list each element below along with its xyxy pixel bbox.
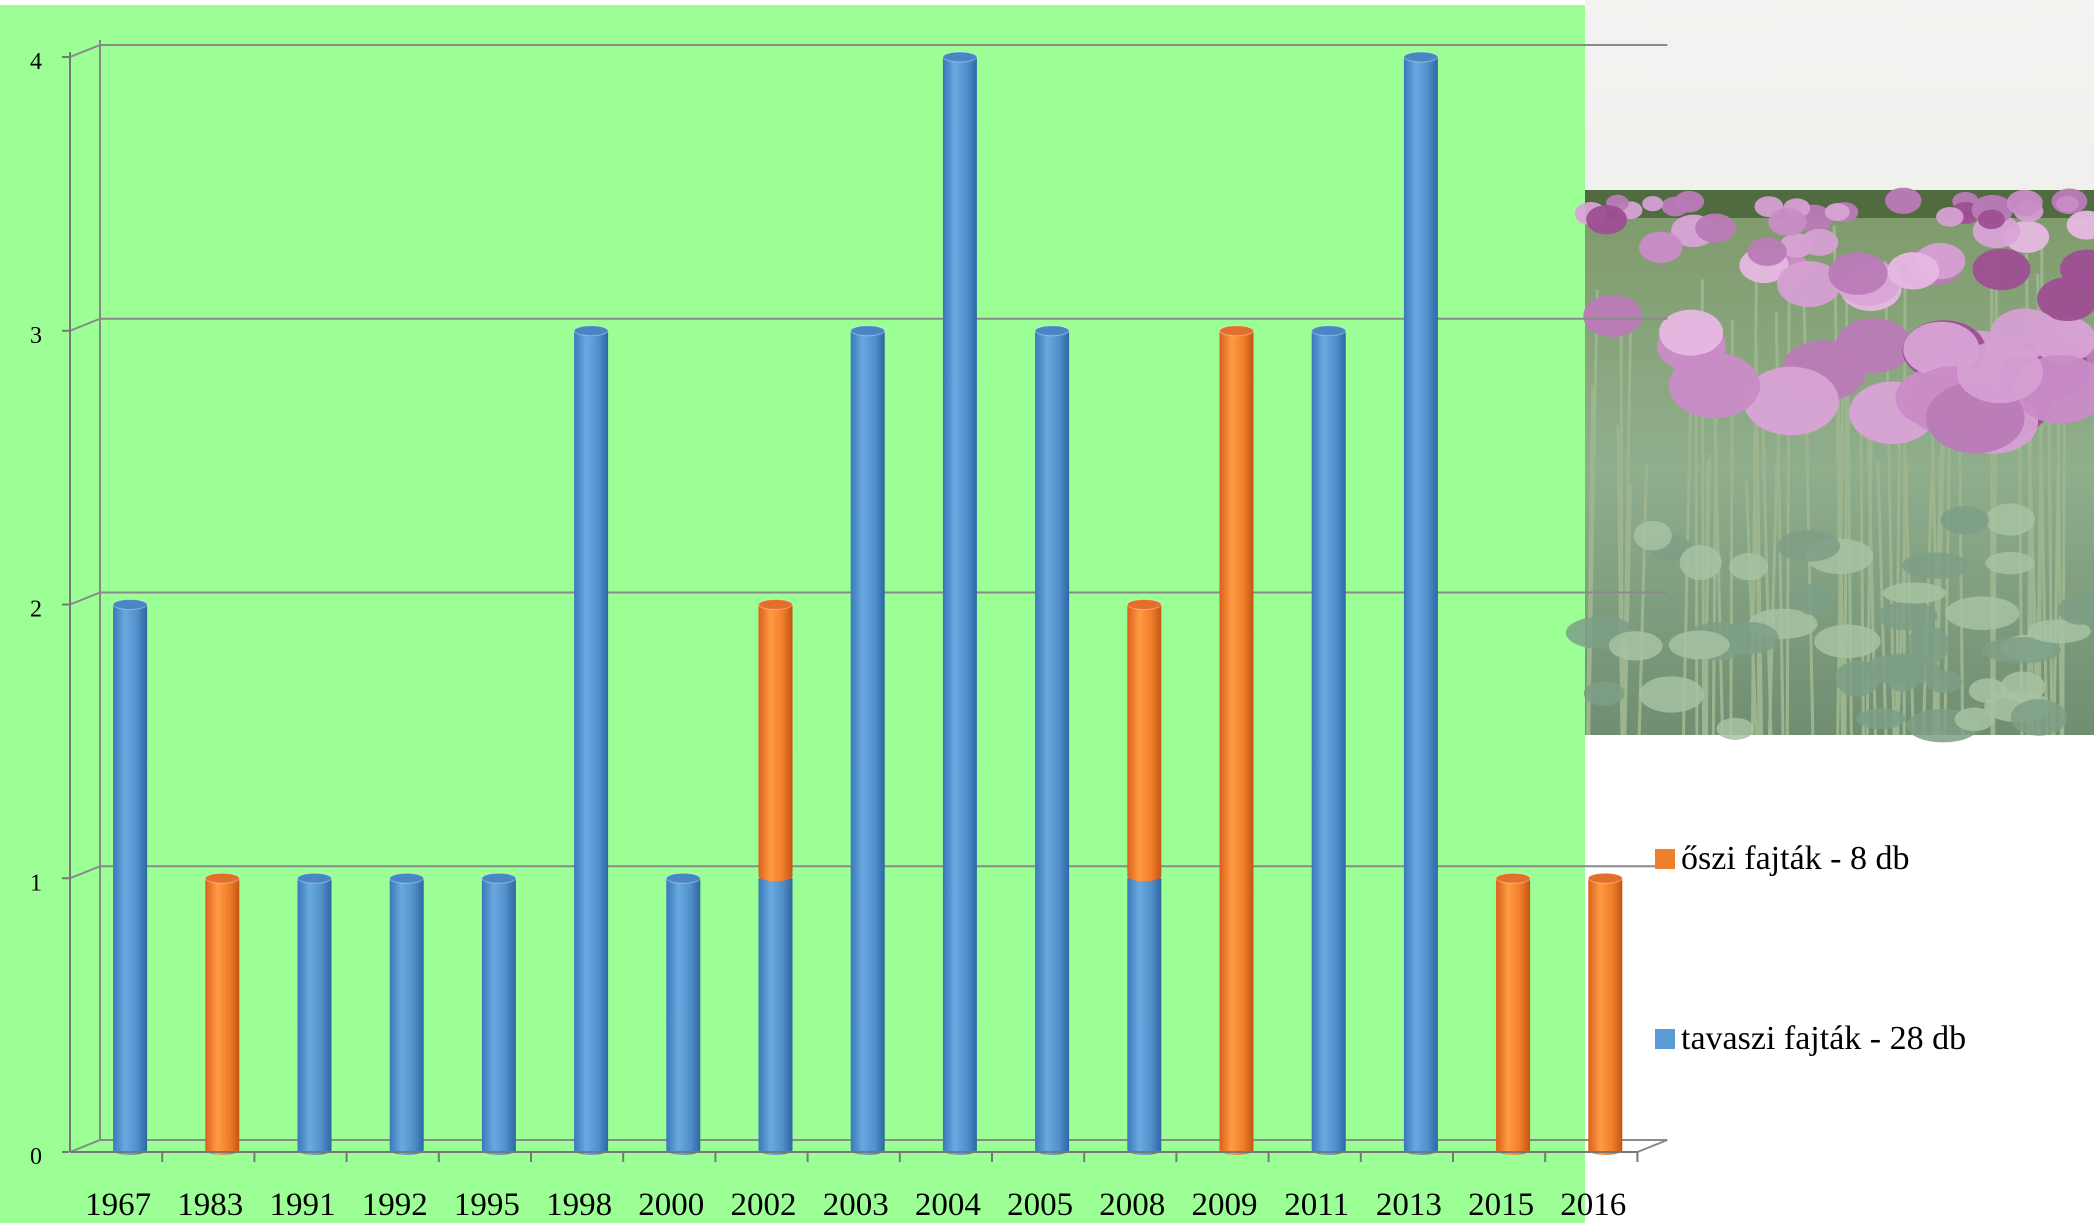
bar-spring-2002: [758, 878, 793, 1155]
bar-spring-1995: [481, 872, 517, 1155]
x-tick-label: 1983: [177, 1187, 243, 1223]
bar-spring-2011: [1311, 325, 1347, 1155]
bar-body: [758, 878, 793, 1155]
y-tick-label: 0: [30, 1144, 42, 1170]
bar-body: [1035, 330, 1070, 1155]
bar-spring-1998: [573, 325, 609, 1155]
bar-cap: [112, 599, 148, 610]
bar-body: [113, 604, 148, 1155]
bar-cap: [1126, 599, 1162, 610]
x-tick-label: 1992: [362, 1187, 428, 1223]
bar-spring-2013: [1403, 51, 1439, 1155]
legend-item-autumn: őszi fajták - 8 db: [1655, 840, 1910, 878]
bar-cap: [573, 325, 609, 337]
x-tick-label: 2002: [731, 1187, 797, 1223]
bar-autumn-2008: [1126, 599, 1162, 882]
bar-autumn-1983: [204, 872, 240, 1155]
bar-body: [1588, 878, 1623, 1155]
legend-label-autumn: őszi fajták - 8 db: [1681, 840, 1910, 877]
x-tick-label: 2013: [1376, 1187, 1442, 1223]
bar-cap: [1311, 325, 1347, 337]
bar-cap: [1495, 872, 1531, 884]
legend-swatch-spring: [1655, 1029, 1675, 1049]
bar-cap: [1034, 325, 1070, 337]
bar-cap: [850, 325, 886, 337]
bar-body: [942, 57, 977, 1155]
bar-body: [758, 604, 793, 882]
bar-cap: [204, 872, 240, 884]
x-tick-label: 2009: [1192, 1187, 1258, 1223]
bar-body: [481, 878, 516, 1155]
bar-spring-1991: [297, 872, 332, 1155]
bar-cap: [758, 599, 793, 610]
gridline-depth: [69, 44, 101, 58]
x-tick-label: 2015: [1468, 1187, 1534, 1223]
gridline-depth: [69, 1139, 101, 1153]
y-tick-label: 1: [30, 870, 42, 896]
y-tick-label: 3: [30, 323, 42, 349]
bar-cap: [297, 872, 332, 884]
bar-cap: [1219, 325, 1254, 337]
bar-cap: [942, 51, 978, 63]
gridline-depth: [69, 865, 101, 880]
legend-label-spring: tavaszi fajták - 28 db: [1681, 1020, 1967, 1057]
bar-body: [297, 878, 332, 1155]
x-tick-label: 1995: [454, 1187, 520, 1223]
y-tick-label: 2: [30, 597, 42, 623]
bar-body: [850, 330, 885, 1155]
bar-spring-2004: [942, 51, 978, 1155]
bar-cap: [665, 872, 701, 884]
bar-cap: [389, 872, 425, 884]
gridline-depth: [69, 591, 101, 606]
bar-autumn-2015: [1495, 872, 1531, 1155]
bar-spring-2008: [1127, 878, 1162, 1155]
x-tick-label: 2004: [915, 1187, 981, 1223]
bar-spring-2000: [665, 872, 701, 1155]
bar-cap: [1403, 51, 1439, 63]
bar-body: [666, 878, 701, 1155]
x-tick-label: 1967: [85, 1187, 151, 1223]
bar-autumn-2016: [1587, 872, 1623, 1155]
x-tick-label: 2005: [1007, 1187, 1073, 1223]
bar-autumn-2002: [758, 599, 793, 882]
bar-body: [1127, 604, 1162, 882]
bar-body: [1219, 330, 1254, 1155]
bar-body: [205, 878, 240, 1155]
bar-autumn-2009: [1219, 325, 1254, 1155]
x-tick-label: 2008: [1099, 1187, 1165, 1223]
bar-spring-1992: [389, 872, 425, 1155]
bar-spring-2003: [850, 325, 886, 1155]
x-tick-label: 2003: [823, 1187, 889, 1223]
bar-body: [1127, 878, 1162, 1155]
poppy-field-photo: [1565, 0, 2094, 743]
x-tick-label: 2011: [1284, 1187, 1349, 1223]
gridline-depth: [69, 317, 101, 332]
x-tick-label: 2000: [638, 1187, 704, 1223]
bar-cap: [1587, 872, 1623, 884]
x-tick-label: 1998: [546, 1187, 612, 1223]
bar-body: [1403, 57, 1438, 1155]
bar-body: [1496, 878, 1531, 1155]
x-tick-label: 1991: [270, 1187, 336, 1223]
y-tick-label: 4: [30, 49, 42, 75]
bar-body: [389, 878, 424, 1155]
legend-swatch-autumn: [1655, 849, 1675, 869]
bar-spring-2005: [1034, 325, 1070, 1155]
bar-body: [574, 330, 609, 1155]
bar-body: [1311, 330, 1346, 1155]
legend-item-spring: tavaszi fajták - 28 db: [1655, 1020, 1966, 1058]
bar-cap: [481, 872, 517, 884]
x-axis-depth: [1637, 1139, 1668, 1153]
bar-spring-1967: [112, 599, 148, 1155]
x-tick-label: 2016: [1560, 1187, 1626, 1223]
